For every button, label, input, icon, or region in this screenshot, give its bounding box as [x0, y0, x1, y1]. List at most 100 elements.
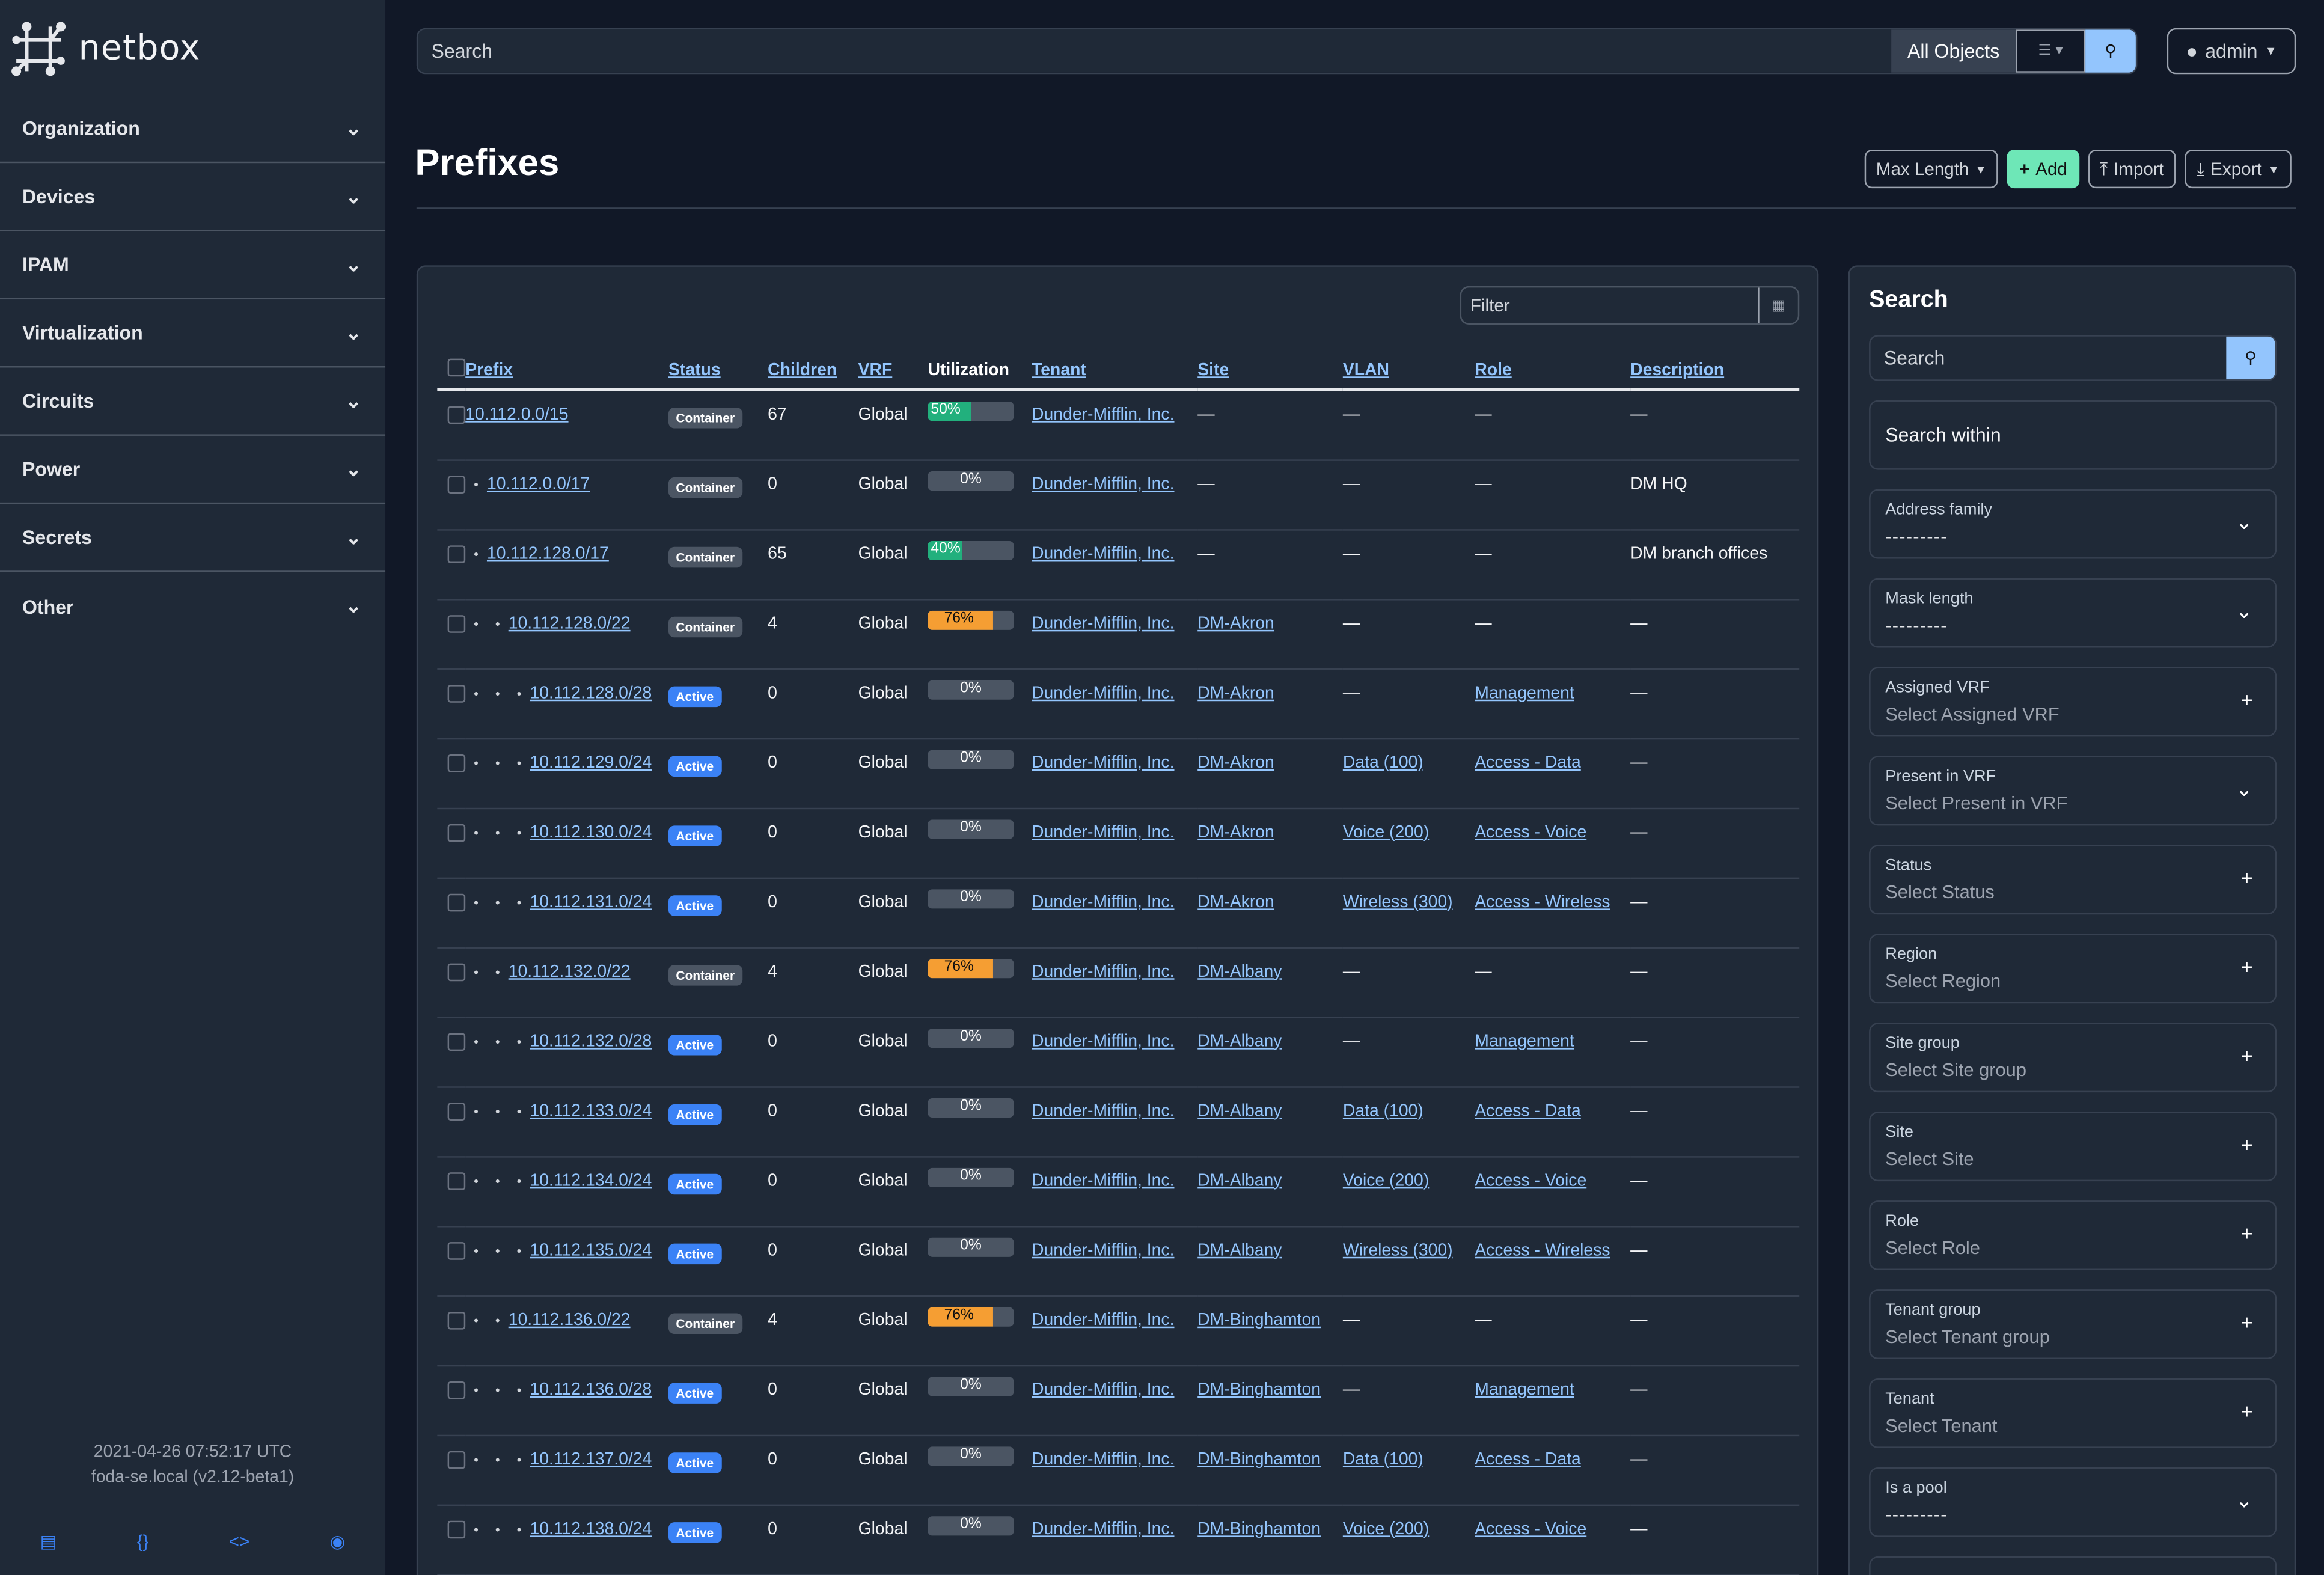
- column-prefix[interactable]: Prefix: [465, 361, 513, 379]
- row-checkbox[interactable]: [447, 1310, 466, 1329]
- cell-site[interactable]: DM-Akron: [1197, 823, 1274, 842]
- cell-tenant[interactable]: Dunder-Mifflin, Inc.: [1032, 684, 1175, 702]
- row-checkbox[interactable]: [447, 614, 466, 632]
- cell-tenant[interactable]: Dunder-Mifflin, Inc.: [1032, 893, 1175, 911]
- row-checkbox[interactable]: [447, 475, 466, 493]
- cell-tenant[interactable]: Dunder-Mifflin, Inc.: [1032, 1102, 1175, 1120]
- filter-address-family[interactable]: Address family --------- ⌄: [1869, 489, 2277, 559]
- cell-vlan[interactable]: Voice (200): [1342, 1172, 1430, 1190]
- filter-site[interactable]: Site Select Site +: [1869, 1112, 2277, 1182]
- cell-prefix[interactable]: 10.112.132.0/22: [508, 962, 631, 980]
- row-checkbox[interactable]: [447, 1380, 466, 1399]
- cell-site[interactable]: DM-Akron: [1197, 893, 1274, 911]
- filter-input[interactable]: Filter: [1470, 295, 1510, 316]
- logo[interactable]: netbox: [10, 21, 200, 78]
- cell-prefix[interactable]: 10.112.131.0/24: [530, 893, 652, 911]
- cell-role[interactable]: Access - Voice: [1475, 1520, 1587, 1538]
- sidebar-item-secrets[interactable]: Secrets ⌄: [0, 504, 386, 572]
- row-checkbox[interactable]: [447, 893, 466, 911]
- filter-present-in-vrf[interactable]: Present in VRF Select Present in VRF ⌄: [1869, 756, 2277, 826]
- filter-region[interactable]: Region Select Region +: [1869, 934, 2277, 1004]
- user-menu-button[interactable]: ● admin ▼: [2167, 28, 2296, 75]
- cell-site[interactable]: DM-Akron: [1197, 753, 1274, 772]
- cell-site[interactable]: DM-Albany: [1197, 1032, 1282, 1050]
- cell-tenant[interactable]: Dunder-Mifflin, Inc.: [1032, 823, 1175, 842]
- cell-site[interactable]: DM-Akron: [1197, 614, 1274, 632]
- sidebar-item-power[interactable]: Power ⌄: [0, 436, 386, 504]
- cell-tenant[interactable]: Dunder-Mifflin, Inc.: [1032, 962, 1175, 980]
- cell-vlan[interactable]: Wireless (300): [1342, 893, 1453, 911]
- cell-role[interactable]: Access - Data: [1475, 1102, 1581, 1120]
- cell-prefix[interactable]: 10.112.0.0/15: [465, 406, 569, 424]
- cell-role[interactable]: Management: [1475, 684, 1574, 702]
- panel-search-input[interactable]: Search: [1883, 346, 1945, 369]
- cell-vlan[interactable]: Data (100): [1342, 1450, 1423, 1469]
- row-checkbox[interactable]: [447, 545, 466, 563]
- import-button[interactable]: ⤒ Import: [2088, 150, 2176, 189]
- cell-prefix[interactable]: 10.112.137.0/24: [530, 1450, 652, 1469]
- filter-tenant-group[interactable]: Tenant group Select Tenant group +: [1869, 1289, 2277, 1359]
- cell-prefix[interactable]: 10.112.136.0/22: [508, 1310, 631, 1329]
- filter-site-group[interactable]: Site group Select Site group +: [1869, 1023, 2277, 1093]
- cell-site[interactable]: DM-Albany: [1197, 1241, 1282, 1259]
- row-checkbox[interactable]: [447, 1241, 466, 1259]
- cell-vlan[interactable]: Wireless (300): [1342, 1241, 1453, 1259]
- cell-prefix[interactable]: 10.112.135.0/24: [530, 1241, 652, 1259]
- cell-tenant[interactable]: Dunder-Mifflin, Inc.: [1032, 1450, 1175, 1469]
- panel-search-button[interactable]: ⚲: [2226, 336, 2275, 380]
- row-checkbox[interactable]: [447, 753, 466, 772]
- filter-role[interactable]: Role Select Role +: [1869, 1200, 2277, 1271]
- column-tenant[interactable]: Tenant: [1032, 361, 1086, 379]
- row-checkbox[interactable]: [447, 962, 466, 980]
- column-role[interactable]: Role: [1475, 361, 1512, 379]
- filter-next[interactable]: [1869, 1556, 2277, 1575]
- cell-tenant[interactable]: Dunder-Mifflin, Inc.: [1032, 1520, 1175, 1538]
- cell-prefix[interactable]: 10.112.138.0/24: [530, 1520, 652, 1538]
- cell-role[interactable]: Management: [1475, 1032, 1574, 1050]
- code-icon[interactable]: <>: [228, 1531, 250, 1552]
- cell-role[interactable]: Access - Voice: [1475, 823, 1587, 842]
- search-button[interactable]: ⚲: [2085, 29, 2136, 73]
- column-site[interactable]: Site: [1197, 361, 1229, 379]
- column-status[interactable]: Status: [668, 361, 721, 379]
- cell-site[interactable]: DM-Binghamton: [1197, 1310, 1321, 1329]
- cell-tenant[interactable]: Dunder-Mifflin, Inc.: [1032, 614, 1175, 632]
- braces-icon[interactable]: {}: [136, 1531, 149, 1552]
- sidebar-item-other[interactable]: Other ⌄: [0, 572, 385, 640]
- cell-role[interactable]: Access - Wireless: [1475, 893, 1610, 911]
- cell-tenant[interactable]: Dunder-Mifflin, Inc.: [1032, 475, 1175, 493]
- cell-prefix[interactable]: 10.112.136.0/28: [530, 1380, 652, 1399]
- cell-prefix[interactable]: 10.112.0.0/17: [486, 475, 590, 493]
- cell-site[interactable]: DM-Albany: [1197, 1102, 1282, 1120]
- cell-prefix[interactable]: 10.112.128.0/17: [486, 545, 609, 563]
- search-within-input[interactable]: Search within: [1869, 400, 2277, 470]
- sidebar-item-organization[interactable]: Organization ⌄: [0, 95, 386, 164]
- cell-tenant[interactable]: Dunder-Mifflin, Inc.: [1032, 1380, 1175, 1399]
- column-vlan[interactable]: VLAN: [1342, 361, 1390, 379]
- cell-prefix[interactable]: 10.112.130.0/24: [530, 823, 652, 842]
- filter-is-a-pool[interactable]: Is a pool --------- ⌄: [1869, 1467, 2277, 1537]
- cell-role[interactable]: Access - Data: [1475, 1450, 1581, 1469]
- row-checkbox[interactable]: [447, 1172, 466, 1190]
- cell-role[interactable]: Access - Data: [1475, 753, 1581, 772]
- lifebuoy-icon[interactable]: ◉: [329, 1531, 346, 1552]
- max-length-button[interactable]: Max Length ▼: [1864, 150, 1999, 189]
- row-checkbox[interactable]: [447, 1032, 466, 1050]
- cell-vlan[interactable]: Voice (200): [1342, 1520, 1430, 1538]
- sidebar-item-ipam[interactable]: IPAM ⌄: [0, 231, 386, 300]
- cell-tenant[interactable]: Dunder-Mifflin, Inc.: [1032, 545, 1175, 563]
- add-button[interactable]: + Add: [2007, 150, 2079, 189]
- cell-prefix[interactable]: 10.112.128.0/22: [508, 614, 631, 632]
- filter-tenant[interactable]: Tenant Select Tenant +: [1869, 1378, 2277, 1448]
- cell-role[interactable]: Management: [1475, 1380, 1574, 1399]
- cell-site[interactable]: DM-Binghamton: [1197, 1520, 1321, 1538]
- export-button[interactable]: ⤓ Export ▼: [2185, 150, 2292, 189]
- column-children[interactable]: Children: [768, 361, 837, 379]
- cell-prefix[interactable]: 10.112.134.0/24: [530, 1172, 652, 1190]
- cell-vlan[interactable]: Data (100): [1342, 753, 1423, 772]
- cell-site[interactable]: DM-Albany: [1197, 962, 1282, 980]
- cell-tenant[interactable]: Dunder-Mifflin, Inc.: [1032, 1310, 1175, 1329]
- filter-mask-length[interactable]: Mask length --------- ⌄: [1869, 578, 2277, 648]
- sidebar-item-circuits[interactable]: Circuits ⌄: [0, 367, 386, 436]
- row-checkbox[interactable]: [447, 1520, 466, 1538]
